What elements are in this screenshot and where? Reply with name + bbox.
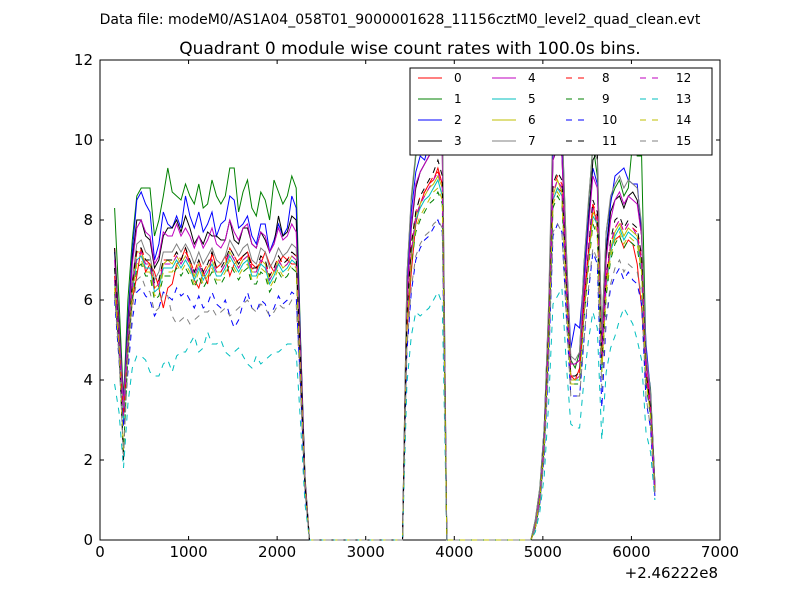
legend-label-7: 7 (528, 134, 536, 148)
y-tick-label: 8 (83, 211, 93, 229)
legend-label-12: 12 (676, 71, 691, 85)
y-tick-label: 6 (83, 291, 93, 309)
legend-label-10: 10 (602, 113, 617, 127)
legend-label-11: 11 (602, 134, 617, 148)
x-tick-label: 5000 (524, 543, 562, 561)
series-line-13 (114, 286, 656, 541)
legend-label-3: 3 (454, 134, 462, 148)
series-line-8 (114, 171, 656, 541)
x-tick-label: 1000 (169, 543, 207, 561)
legend-label-8: 8 (602, 71, 610, 85)
legend-label-6: 6 (528, 113, 536, 127)
suptitle: Data file: modeM0/AS1A04_058T01_90000016… (100, 12, 701, 28)
legend-label-0: 0 (454, 71, 462, 85)
x-tick-label: 3000 (347, 543, 385, 561)
series-layer (114, 75, 656, 541)
y-tick-label: 2 (83, 451, 93, 469)
y-tick-label: 12 (74, 51, 93, 69)
chart-title: Quadrant 0 module wise count rates with … (179, 39, 640, 59)
legend-label-13: 13 (676, 92, 691, 106)
x-tick-label: 6000 (612, 543, 650, 561)
x-offset-label: +2.46222e8 (625, 564, 718, 582)
y-tick-label: 10 (74, 131, 93, 149)
legend-label-5: 5 (528, 92, 536, 106)
y-tick-label: 0 (83, 531, 93, 549)
legend-label-15: 15 (676, 134, 691, 148)
legend-label-9: 9 (602, 92, 610, 106)
series-line-11 (114, 158, 656, 541)
legend-label-4: 4 (528, 71, 536, 85)
x-tick-label: 2000 (258, 543, 296, 561)
x-tick-label: 0 (95, 543, 105, 561)
legend-label-2: 2 (454, 113, 462, 127)
legend-frame (409, 67, 713, 156)
legend-label-14: 14 (676, 113, 691, 127)
series-line-14 (114, 187, 656, 541)
y-tick-label: 4 (83, 371, 93, 389)
x-tick-label: 7000 (701, 543, 739, 561)
legend-label-1: 1 (454, 92, 462, 106)
x-tick-label: 4000 (435, 543, 473, 561)
